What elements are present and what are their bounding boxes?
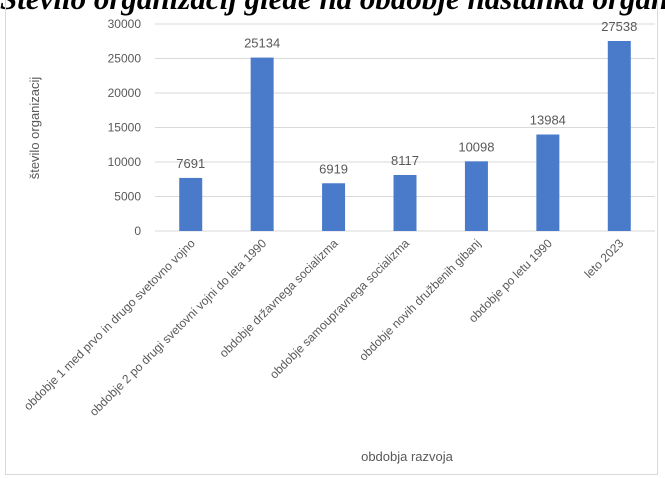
chart-title-clipped: Število organizacij glede na obdobje nas…: [0, 0, 665, 17]
y-tick-label: 0: [134, 224, 141, 238]
bar: [536, 134, 560, 231]
bar: [464, 161, 488, 231]
y-tick-label: 5000: [114, 190, 141, 204]
y-tick-label: 15000: [108, 121, 142, 135]
x-tick-labels: obdobje 1 med prvo in drugo svetovno voj…: [21, 236, 627, 419]
bar: [393, 174, 417, 231]
data-label: 13984: [530, 113, 566, 128]
y-tick-label: 25000: [108, 52, 142, 66]
bar: [179, 177, 203, 231]
y-tick-label: 20000: [108, 86, 142, 100]
y-tick-label: 10000: [108, 155, 142, 169]
data-label: 27538: [601, 19, 637, 34]
data-label: 25134: [244, 36, 280, 51]
x-tick-label: obdobje samoupravnega socializma: [267, 236, 413, 382]
y-tick-label: 30000: [108, 17, 142, 31]
data-label: 10098: [458, 139, 494, 154]
x-tick-label: obdobje novih družbenih gibanj: [356, 236, 483, 363]
bar: [250, 57, 274, 231]
data-label: 8117: [391, 153, 419, 168]
data-label: 7691: [176, 156, 205, 171]
bars: [179, 40, 631, 232]
bar: [607, 40, 631, 232]
y-axis-label: število organizacij: [27, 77, 42, 180]
x-tick-label: obdobje državnega socializma: [217, 236, 341, 360]
chart-border: [5, 0, 658, 475]
data-label: 6919: [319, 161, 348, 176]
x-tick-label: leto 2023: [582, 236, 627, 281]
data-labels: 7691 25134 6919 8117 10098 13984 27538: [176, 19, 637, 176]
y-tick-labels: 0 5000 10000 15000 20000 25000 30000: [108, 17, 142, 238]
bar: [322, 183, 346, 231]
x-axis-label: obdobja razvoja: [361, 449, 454, 464]
